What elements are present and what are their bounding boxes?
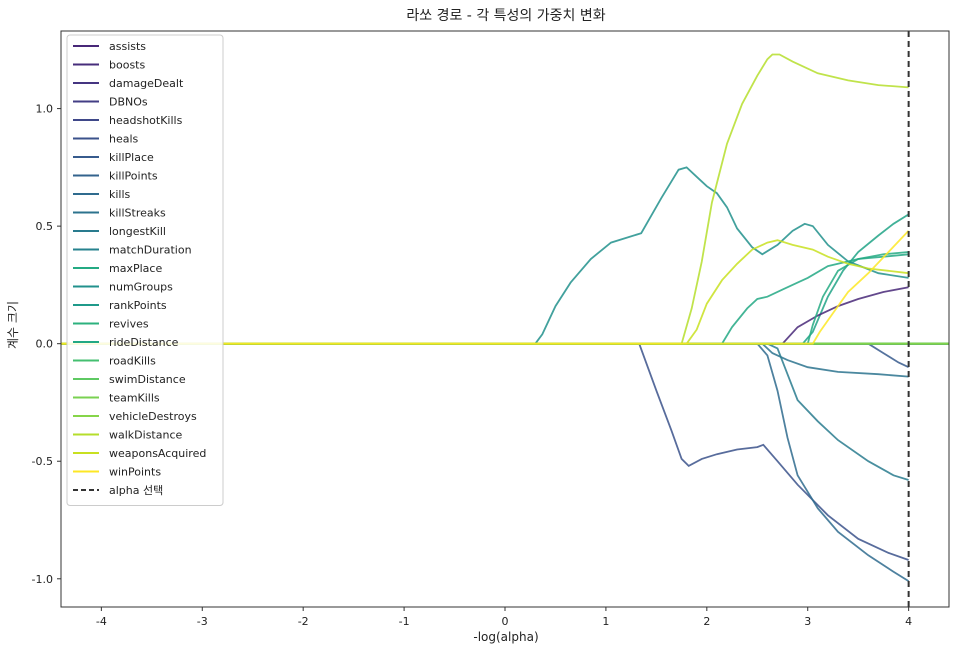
x-axis-label: -log(alpha) <box>473 630 538 644</box>
series-line-heals <box>61 342 909 561</box>
legend-label: DBNOs <box>109 96 148 109</box>
legend-label: teamKills <box>109 392 160 405</box>
legend-label: swimDistance <box>109 373 186 386</box>
legend-label: assists <box>109 40 146 53</box>
legend-label: killPlace <box>109 151 154 164</box>
legend-label: longestKill <box>109 225 166 238</box>
legend-label: boosts <box>109 59 145 72</box>
legend-label: heals <box>109 133 139 146</box>
legend: assists boosts damageDealt DBNOs headshotKil… <box>66 34 224 506</box>
series-line-longestKill <box>61 342 909 481</box>
x-tick-label: -3 <box>197 615 208 628</box>
y-tick-label: 0.0 <box>36 338 54 351</box>
legend-label: walkDistance <box>109 429 182 442</box>
legend-label: killStreaks <box>109 207 166 220</box>
series-line-numGroups <box>61 166 909 345</box>
x-tick-label: -1 <box>399 615 410 628</box>
x-tick-label: -2 <box>298 615 309 628</box>
x-tick-label: 3 <box>804 615 811 628</box>
legend-label: alpha 선택 <box>109 484 163 497</box>
series-line-winPoints <box>61 230 910 345</box>
legend-label: rankPoints <box>109 299 167 312</box>
legend-label: vehicleDestroys <box>109 410 197 423</box>
series-line-unlabeled-1 <box>61 213 910 345</box>
legend-label: numGroups <box>109 281 173 294</box>
x-tick-label: 2 <box>703 615 710 628</box>
legend-label: kills <box>109 188 131 201</box>
y-tick-label: -0.5 <box>32 455 53 468</box>
legend-label: roadKills <box>109 355 156 368</box>
y-tick-label: -1.0 <box>32 573 53 586</box>
legend-label: revives <box>109 318 149 331</box>
series-line-kills <box>61 342 910 582</box>
legend-label: winPoints <box>109 466 161 479</box>
y-tick-label: 0.5 <box>36 220 54 233</box>
x-tick-label: 0 <box>502 615 509 628</box>
series-line-maxPlace <box>61 251 909 345</box>
series-line-rideDistance <box>61 253 909 345</box>
legend-label: killPoints <box>109 170 158 183</box>
series-line-weaponsAcquired <box>61 239 909 345</box>
legend-box <box>66 34 224 506</box>
series-line-walkDistance <box>61 53 909 345</box>
legend-label: rideDistance <box>109 336 179 349</box>
series-line-assists <box>61 286 909 345</box>
y-axis-label: 계수 크기 <box>6 301 20 349</box>
legend-label: damageDealt <box>109 77 184 90</box>
x-tick-label: 1 <box>602 615 609 628</box>
x-tick-label: -4 <box>96 615 107 628</box>
series-line-killStreaks <box>61 342 909 378</box>
chart-title: 라쏘 경로 - 각 특성의 가중치 변화 <box>406 8 605 24</box>
y-tick-label: 1.0 <box>36 103 54 116</box>
axes-layer: -4 -3 -2 -1 0 1 2 3 4 -1.0 -0.5 0.0 0.5 1.0 <box>32 30 950 628</box>
legend-label: matchDuration <box>109 244 192 257</box>
legend-label: weaponsAcquired <box>109 447 206 460</box>
legend-label: maxPlace <box>109 262 162 275</box>
legend-label: headshotKills <box>109 114 183 127</box>
x-tick-label: 4 <box>905 615 912 628</box>
